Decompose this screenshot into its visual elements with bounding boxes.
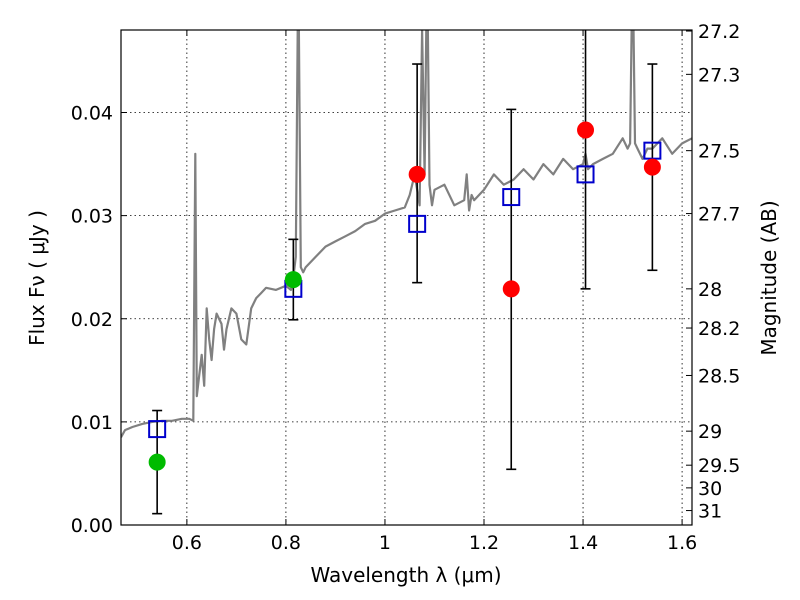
observed-photometry-point (148, 453, 166, 471)
y2-tick-label: 28.5 (698, 365, 740, 387)
synthetic-photometry-square (502, 188, 521, 207)
y-axis-label: Flux Fν ( μJy ) (25, 210, 49, 346)
y-tick-label: 0.02 (71, 309, 113, 331)
y-tick-label: 0.01 (71, 412, 113, 434)
y2-tick-label: 30 (698, 478, 722, 500)
observed-photometry-point (577, 121, 595, 139)
synthetic-photometry-square (148, 420, 167, 439)
observed-photometry-point (502, 280, 520, 298)
observed-photometry-point (408, 165, 426, 183)
x-tick-label: 1.4 (568, 532, 598, 554)
y2-tick-label: 28.2 (698, 318, 740, 340)
x-axis-label: Wavelength λ (μm) (310, 563, 501, 587)
plot-frame (120, 29, 693, 526)
axes: 0.6 0.8 1 1.2 1.4 1.6 0.00 0.01 0.02 0.03 0.04 27.2… (71, 21, 741, 554)
observed-photometry-point (284, 271, 302, 289)
y-tick-label: 0.00 (71, 515, 113, 537)
x-tick-label: 1.6 (667, 532, 697, 554)
x-tick-label: 1 (379, 532, 391, 554)
y2-tick-label: 27.2 (698, 21, 740, 43)
observed-photometry-point (643, 158, 661, 176)
y2-tick-label: 28 (698, 279, 722, 301)
y2-tick-label: 31 (698, 501, 722, 523)
synthetic-photometry-square (408, 214, 427, 233)
y2-tick-label: 27.5 (698, 141, 740, 163)
y2-tick-label: 29.5 (698, 455, 740, 477)
x-tick-label: 0.6 (172, 532, 202, 554)
marker-layer (148, 30, 662, 515)
y2-tick-label: 27.3 (698, 64, 740, 86)
y-tick-label: 0.03 (71, 206, 113, 228)
plot-area (121, 30, 692, 438)
y2-tick-label: 29 (698, 421, 722, 443)
model-spectrum-line (121, 30, 692, 438)
x-tick-label: 1.2 (469, 532, 499, 554)
y2-tick-label: 27.7 (698, 204, 740, 226)
y2-axis-label: Magnitude (AB) (757, 200, 781, 355)
y-tick-label: 0.04 (71, 103, 113, 125)
synthetic-photometry-square (576, 165, 595, 184)
x-tick-label: 0.8 (271, 532, 301, 554)
